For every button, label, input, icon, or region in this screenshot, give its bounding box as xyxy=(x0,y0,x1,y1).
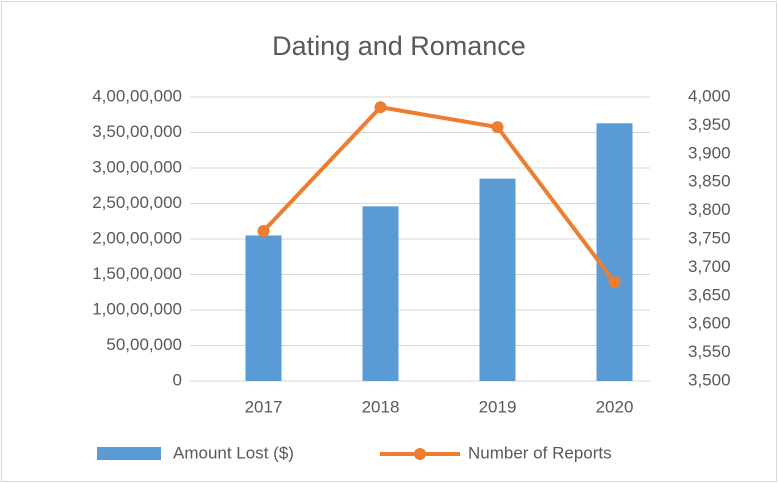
bar xyxy=(596,123,633,382)
y2-tick-label: 4,000 xyxy=(688,86,731,105)
y-tick-label: 1,50,00,000 xyxy=(92,264,182,283)
legend-label: Amount Lost ($) xyxy=(173,443,294,462)
bar xyxy=(479,178,516,381)
y-tick-label: 4,00,00,000 xyxy=(92,86,182,105)
y-tick-label: 1,00,00,000 xyxy=(92,299,182,318)
y2-tick-label: 3,850 xyxy=(688,172,731,191)
x-tick-label: 2018 xyxy=(362,397,400,416)
y-tick-label: 3,50,00,000 xyxy=(92,122,182,141)
y-tick-label: 50,00,000 xyxy=(106,335,182,354)
y2-tick-label: 3,900 xyxy=(688,143,731,162)
x-tick-label: 2019 xyxy=(479,397,517,416)
y2-tick-label: 3,950 xyxy=(688,115,731,134)
bar xyxy=(245,235,282,381)
y-tick-label: 3,00,00,000 xyxy=(92,157,182,176)
line-marker xyxy=(491,121,504,134)
y-tick-label: 2,50,00,000 xyxy=(92,193,182,212)
line-marker xyxy=(608,276,621,289)
y2-tick-label: 3,550 xyxy=(688,342,731,361)
chart-title: Dating and Romance xyxy=(272,31,526,61)
x-tick-label: 2020 xyxy=(596,397,634,416)
y2-tick-label: 3,600 xyxy=(688,314,731,333)
y2-tick-label: 3,800 xyxy=(688,200,731,219)
y2-tick-label: 3,700 xyxy=(688,257,731,276)
line xyxy=(262,105,617,284)
line-marker xyxy=(374,101,387,114)
line-marker xyxy=(257,225,270,238)
y2-tick-label: 3,500 xyxy=(688,370,731,389)
legend-swatch xyxy=(97,447,161,460)
y2-tick-label: 3,650 xyxy=(688,285,731,304)
x-tick-label: 2017 xyxy=(245,397,283,416)
y2-tick-label: 3,750 xyxy=(688,228,731,247)
y-tick-label: 0 xyxy=(173,370,182,389)
bar xyxy=(362,206,399,381)
legend-label: Number of Reports xyxy=(468,443,612,462)
legend-swatch-marker xyxy=(414,448,426,460)
y-tick-label: 2,00,00,000 xyxy=(92,228,182,247)
